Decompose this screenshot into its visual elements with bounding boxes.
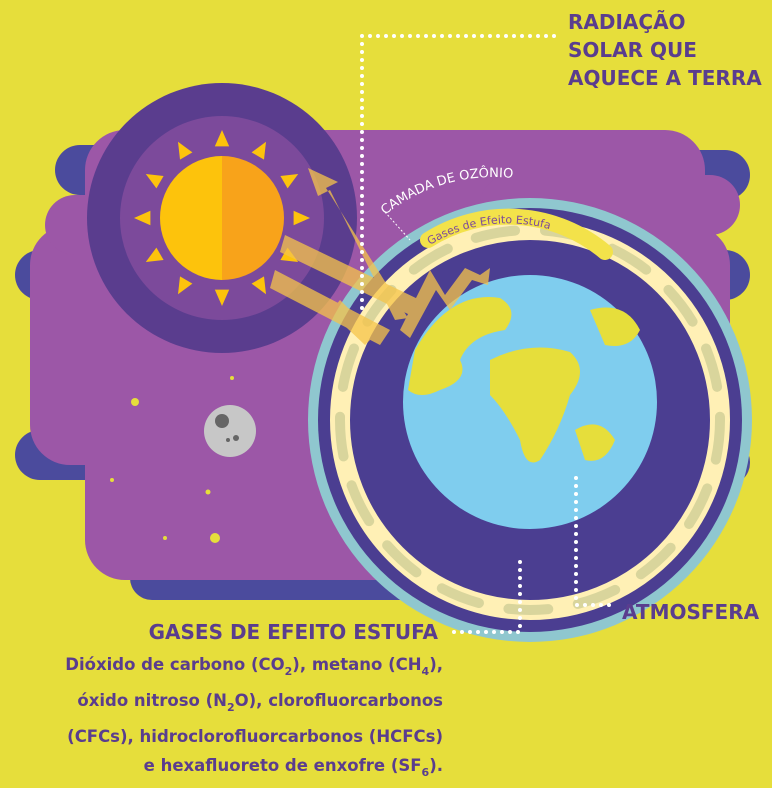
radiation-line: AQUECE A TERRA (568, 66, 762, 90)
subscript: 2 (284, 665, 293, 678)
sun-ray (214, 130, 230, 147)
subscript: 6 (421, 766, 430, 779)
radiation-arrows (270, 168, 490, 345)
sun-ray (251, 141, 266, 160)
desc-line: óxido nitroso (N2O), clorofluorcarbonos (65, 686, 443, 722)
radiation-label: RADIAÇÃO SOLAR QUE AQUECE A TERRA (568, 8, 762, 92)
sun-ray (145, 174, 164, 189)
text: óxido nitroso (N (77, 691, 227, 710)
sun-ray (178, 276, 193, 295)
text: O), clorofluorcarbonos (234, 691, 443, 710)
text: e hexafluoreto de enxofre (SF (143, 756, 422, 775)
ghg-band (420, 208, 613, 260)
sun-ray (251, 276, 266, 295)
leader-lines (360, 34, 616, 634)
text: ). (429, 756, 443, 775)
desc-line: (CFCs), hidroclorofluorcarbonos (HCFCs) (65, 722, 443, 751)
sun-ray (134, 210, 151, 226)
atmosphere-label: ATMOSFERA (622, 600, 760, 624)
text: ), metano (CH (292, 655, 422, 674)
sun-ray (214, 289, 230, 306)
sun-ray (293, 210, 310, 226)
text: Dióxido de carbono (CO (65, 655, 285, 674)
radiation-line: RADIAÇÃO (568, 10, 686, 34)
radiation-line: SOLAR QUE (568, 38, 697, 62)
sun (87, 83, 357, 353)
subscript: 2 (226, 701, 235, 714)
text: (CFCs), hidroclorofluorcarbonos (HCFCs) (67, 727, 443, 746)
text: ), (429, 655, 443, 674)
subscript: 4 (421, 665, 430, 678)
sun-ray (280, 174, 299, 189)
desc-line: Dióxido de carbono (CO2), metano (CH4), (65, 650, 443, 686)
gases-title: GASES DE EFEITO ESTUFA (148, 620, 438, 644)
sun-ray (178, 141, 193, 160)
moon (204, 405, 256, 457)
earth-system (308, 198, 752, 642)
sun-ray (145, 247, 164, 262)
stars (110, 376, 234, 543)
gases-description: Dióxido de carbono (CO2), metano (CH4), … (65, 650, 443, 787)
desc-line: e hexafluoreto de enxofre (SF6). (65, 751, 443, 787)
